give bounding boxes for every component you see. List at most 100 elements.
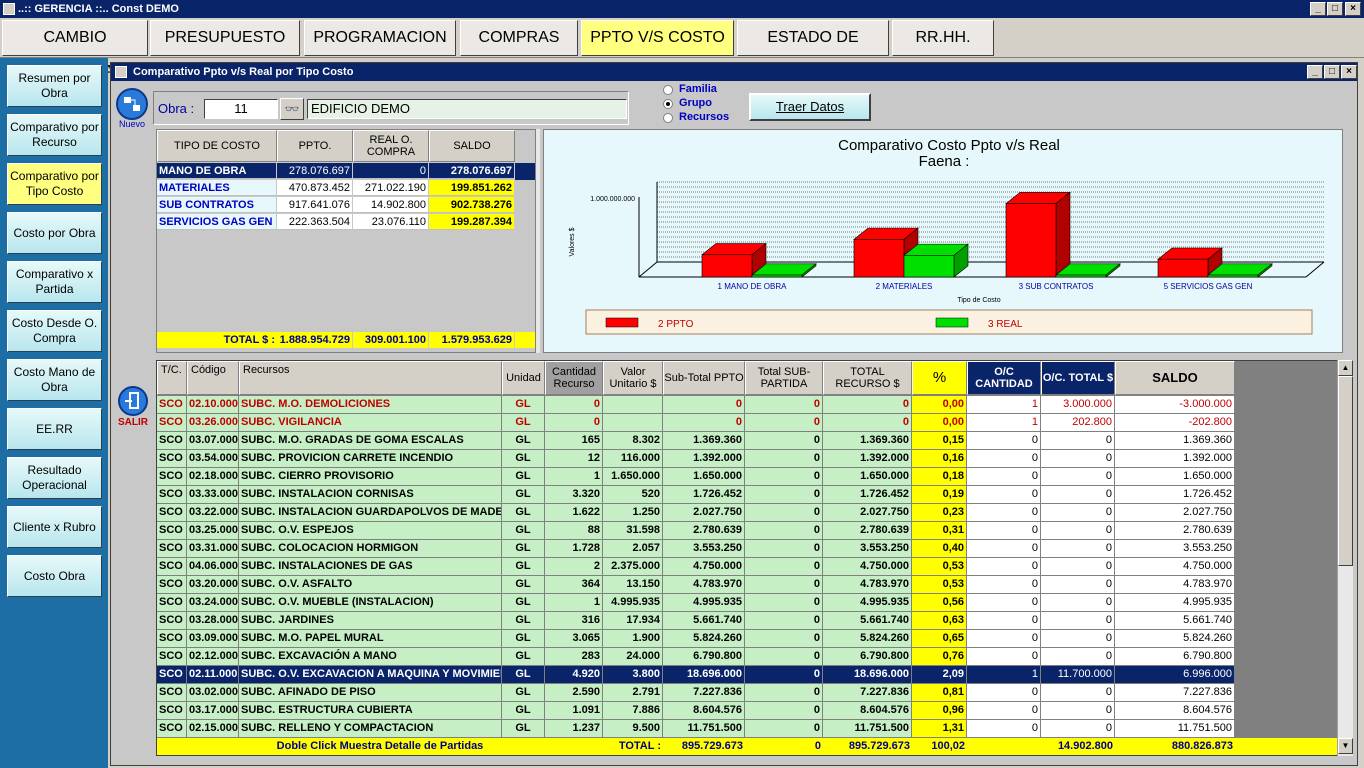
detail-cell[interactable]: 0 bbox=[967, 522, 1040, 539]
detail-cell[interactable]: SCO bbox=[157, 558, 186, 575]
detail-cell[interactable]: 1 bbox=[545, 594, 602, 611]
detail-cell[interactable]: 0 bbox=[967, 432, 1040, 449]
detail-cell[interactable]: SUBC. O.V. MUEBLE (INSTALACION) bbox=[239, 594, 501, 611]
detail-cell[interactable]: SUBC. VIGILANCIA bbox=[239, 414, 501, 431]
detail-cell[interactable]: 0 bbox=[1041, 594, 1114, 611]
detail-cell[interactable]: 316 bbox=[545, 612, 602, 629]
detail-cell[interactable]: 03.09.000 bbox=[187, 630, 238, 647]
detail-cell[interactable]: 4.995.935 bbox=[663, 594, 744, 611]
detail-cell[interactable]: GL bbox=[502, 720, 544, 737]
detail-cell[interactable]: SUBC. INSTALACION GUARDAPOLVOS DE MADERA bbox=[239, 504, 501, 521]
detail-cell[interactable]: 0,76 bbox=[912, 648, 966, 665]
detail-cell[interactable]: 0 bbox=[1041, 576, 1114, 593]
detail-cell[interactable]: 18.696.000 bbox=[823, 666, 911, 683]
table-row[interactable]: SCO 03.02.000 SUBC. AFINADO DE PISO GL 2.590… bbox=[157, 684, 1235, 702]
detail-cell[interactable]: 8.302 bbox=[603, 432, 662, 449]
detail-cell[interactable]: 0 bbox=[967, 612, 1040, 629]
detail-cell[interactable]: 7.227.836 bbox=[823, 684, 911, 701]
detail-cell[interactable]: 0 bbox=[545, 414, 602, 431]
detail-cell[interactable]: 4.920 bbox=[545, 666, 602, 683]
detail-cell[interactable]: -3.000.000 bbox=[1115, 396, 1234, 413]
detail-cell[interactable]: 4.750.000 bbox=[663, 558, 744, 575]
detail-cell[interactable]: 0 bbox=[745, 576, 822, 593]
table-row[interactable]: SCO 02.18.000 SUBC. CIERRO PROVISORIO GL 1 1.… bbox=[157, 468, 1235, 486]
detail-cell[interactable]: GL bbox=[502, 630, 544, 647]
detail-cell[interactable]: 0,00 bbox=[912, 396, 966, 413]
detail-cell[interactable]: 3.800 bbox=[603, 666, 662, 683]
detail-cell[interactable]: 31.598 bbox=[603, 522, 662, 539]
detail-cell[interactable]: 6.790.800 bbox=[663, 648, 744, 665]
summary-cell-real[interactable]: 271.022.190 bbox=[353, 180, 428, 196]
detail-cell[interactable]: 03.28.000 bbox=[187, 612, 238, 629]
detail-cell[interactable]: 0 bbox=[967, 558, 1040, 575]
menu-tab-cambio-empresa[interactable]: CAMBIO EMPRESA bbox=[2, 20, 148, 80]
table-row[interactable]: SCO 02.11.000 SUBC. O.V. EXCAVACION A MAQU… bbox=[157, 666, 1235, 684]
table-row[interactable]: SCO 03.33.000 SUBC. INSTALACION CORNISAS GL… bbox=[157, 486, 1235, 504]
detail-cell[interactable]: 0 bbox=[823, 414, 911, 431]
detail-cell[interactable]: 5.824.260 bbox=[663, 630, 744, 647]
detail-cell[interactable]: 0,00 bbox=[912, 414, 966, 431]
sidebar-resumen-por-obra[interactable]: Resumen por Obra bbox=[7, 65, 102, 107]
detail-cell[interactable]: 5.824.260 bbox=[1115, 630, 1234, 647]
exit-button[interactable] bbox=[117, 385, 149, 417]
detail-cell[interactable]: 1.650.000 bbox=[823, 468, 911, 485]
detail-cell[interactable]: SUBC. CIERRO PROVISORIO bbox=[239, 468, 501, 485]
detail-cell[interactable]: GL bbox=[502, 504, 544, 521]
detail-cell[interactable]: 5.661.740 bbox=[823, 612, 911, 629]
detail-cell[interactable]: 0 bbox=[967, 504, 1040, 521]
detail-cell[interactable]: GL bbox=[502, 648, 544, 665]
detail-cell[interactable]: 0 bbox=[745, 522, 822, 539]
table-row[interactable]: SCO 03.22.000 SUBC. INSTALACION GUARDAPOLV… bbox=[157, 504, 1235, 522]
detail-cell[interactable]: SUBC. O.V. EXCAVACION A MAQUINA Y MOVIMI… bbox=[239, 666, 501, 683]
detail-cell[interactable]: 3.553.250 bbox=[663, 540, 744, 557]
detail-cell[interactable]: 7.227.836 bbox=[1115, 684, 1234, 701]
detail-cell[interactable]: 1.900 bbox=[603, 630, 662, 647]
detail-cell[interactable]: SCO bbox=[157, 576, 186, 593]
detail-cell[interactable]: 3.320 bbox=[545, 486, 602, 503]
detail-cell[interactable]: 03.20.000 bbox=[187, 576, 238, 593]
detail-cell[interactable]: 0 bbox=[1041, 450, 1114, 467]
detail-cell[interactable]: 0,63 bbox=[912, 612, 966, 629]
detail-cell[interactable]: 0,81 bbox=[912, 684, 966, 701]
detail-cell[interactable]: -202.800 bbox=[1115, 414, 1234, 431]
detail-cell[interactable]: 0 bbox=[967, 468, 1040, 485]
summary-cell-real[interactable]: 23.076.110 bbox=[353, 214, 428, 230]
summary-cell-tipo[interactable]: SERVICIOS GAS GEN bbox=[157, 214, 276, 230]
detail-cell[interactable]: SUBC. INSTALACIONES DE GAS bbox=[239, 558, 501, 575]
detail-cell[interactable]: 6.790.800 bbox=[1115, 648, 1234, 665]
detail-cell[interactable]: 17.934 bbox=[603, 612, 662, 629]
detail-cell[interactable]: 0 bbox=[1041, 684, 1114, 701]
table-row[interactable]: SCO 03.20.000 SUBC. O.V. ASFALTO GL 364 13.15… bbox=[157, 576, 1235, 594]
detail-cell[interactable]: 0 bbox=[745, 612, 822, 629]
detail-cell[interactable]: 0 bbox=[1041, 648, 1114, 665]
detail-cell[interactable]: 2.780.639 bbox=[663, 522, 744, 539]
detail-cell[interactable]: 3.553.250 bbox=[1115, 540, 1234, 557]
detail-cell[interactable]: 2,09 bbox=[912, 666, 966, 683]
child-close-button[interactable]: × bbox=[1341, 65, 1357, 79]
detail-cell[interactable]: 03.17.000 bbox=[187, 702, 238, 719]
detail-cell[interactable]: 1.369.360 bbox=[823, 432, 911, 449]
detail-cell[interactable]: 1 bbox=[545, 468, 602, 485]
detail-cell[interactable]: SUBC. M.O. GRADAS DE GOMA ESCALAS bbox=[239, 432, 501, 449]
detail-cell[interactable]: 2.590 bbox=[545, 684, 602, 701]
detail-cell[interactable]: GL bbox=[502, 468, 544, 485]
summary-cell-ppto[interactable]: 278.076.697 bbox=[277, 163, 352, 179]
radio-grupo[interactable] bbox=[663, 99, 673, 109]
detail-cell[interactable]: 03.02.000 bbox=[187, 684, 238, 701]
detail-cell[interactable]: 2.027.750 bbox=[663, 504, 744, 521]
detail-cell[interactable]: SCO bbox=[157, 396, 186, 413]
detail-cell[interactable]: SCO bbox=[157, 540, 186, 557]
detail-cell[interactable]: 0 bbox=[745, 504, 822, 521]
detail-cell[interactable]: SUBC. M.O. PAPEL MURAL bbox=[239, 630, 501, 647]
sidebar-comparativo-por-recurso[interactable]: Comparativo por Recurso bbox=[7, 114, 102, 156]
detail-cell[interactable]: 0,18 bbox=[912, 468, 966, 485]
detail-cell[interactable]: 0 bbox=[745, 432, 822, 449]
detail-cell[interactable]: 1 bbox=[967, 396, 1040, 413]
detail-cell[interactable]: 0 bbox=[745, 720, 822, 737]
summary-cell-saldo[interactable]: 199.287.394 bbox=[429, 214, 514, 230]
detail-cell[interactable]: 2.375.000 bbox=[603, 558, 662, 575]
detail-cell[interactable]: GL bbox=[502, 684, 544, 701]
detail-cell[interactable]: 1.392.000 bbox=[823, 450, 911, 467]
detail-cell[interactable]: 88 bbox=[545, 522, 602, 539]
radio-recursos[interactable] bbox=[663, 113, 673, 123]
